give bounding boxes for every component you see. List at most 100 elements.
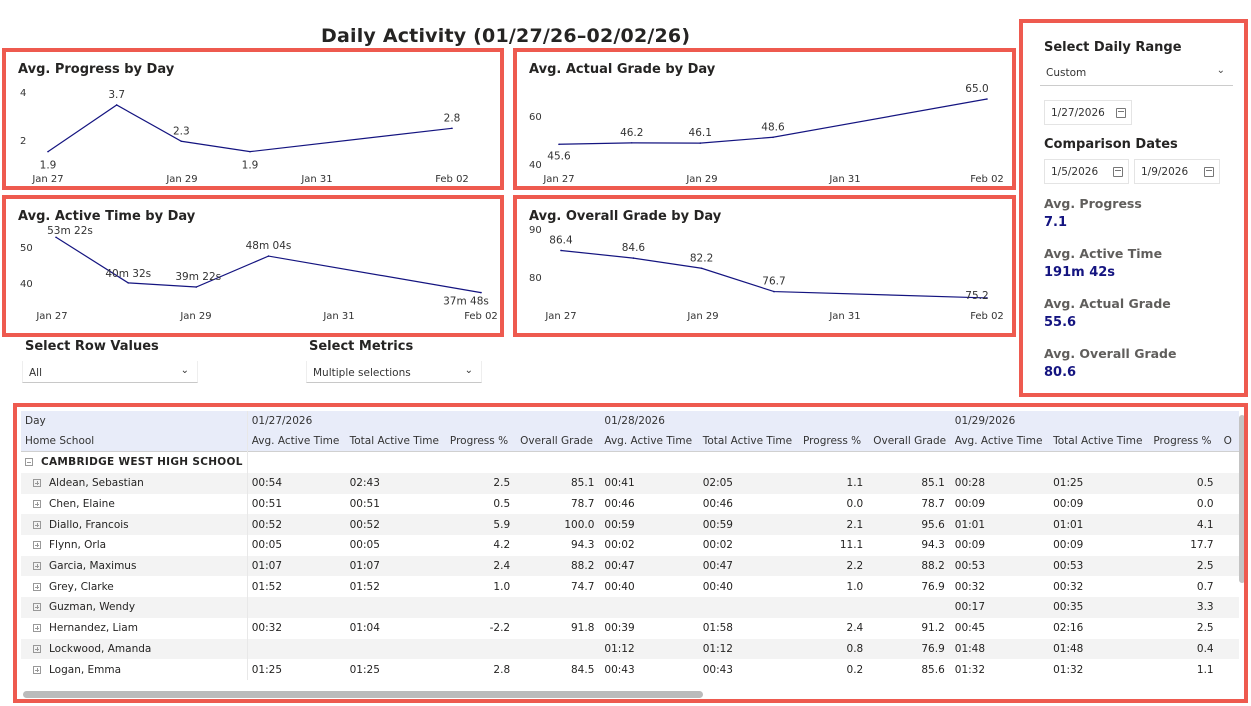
calendar-icon[interactable] <box>1204 167 1214 177</box>
start-date-input[interactable]: 1/27/2026 <box>1044 100 1132 125</box>
date-header: 01/27/2026 <box>246 411 601 431</box>
time-value-cell: 00:54 <box>246 473 346 494</box>
table-row[interactable]: Aldean, Sebastian 00:54 02:43 2.5 85.1 00:41 0… <box>21 473 1239 494</box>
time-value-cell: 00:53 <box>1053 560 1084 573</box>
time-value-cell: 00:46 <box>702 498 733 511</box>
matrix-viewport[interactable]: Day 01/27/2026 01/28/2026 01/29/2026 Hom… <box>21 411 1239 699</box>
vertical-scrollbar[interactable] <box>1239 415 1244 583</box>
expand-icon[interactable] <box>33 644 41 653</box>
data-label: 76.7 <box>762 276 785 288</box>
expand-icon[interactable] <box>33 541 41 550</box>
collapse-icon[interactable] <box>25 458 33 467</box>
metric-value-cell: 0.0 <box>1196 498 1214 511</box>
data-point[interactable] <box>55 236 57 239</box>
col-header[interactable]: Overall Grade <box>873 434 947 447</box>
data-point[interactable] <box>630 142 633 144</box>
time-value-cell: 01:25 <box>246 659 346 680</box>
col-header[interactable]: Avg. Active Time <box>604 434 693 447</box>
expand-icon[interactable] <box>33 479 41 488</box>
data-point[interactable] <box>480 291 482 294</box>
student-cell: Lockwood, Amanda <box>21 639 247 660</box>
chart-title: Avg. Actual Grade by Day <box>529 62 716 77</box>
table-row[interactable]: Lockwood, Amanda 01:12 01:12 0.8 76.9 01:48 01… <box>21 638 1239 660</box>
table-row[interactable]: Grey, Clarke 01:52 01:52 1.0 74.7 00:40 00:40 1… <box>21 576 1239 598</box>
data-label: 82.2 <box>690 252 713 264</box>
time-value-cell <box>246 597 346 618</box>
data-point[interactable] <box>772 136 774 139</box>
data-point[interactable] <box>127 282 130 284</box>
expand-icon[interactable] <box>33 665 41 674</box>
time-value-cell: 00:32 <box>246 617 346 639</box>
data-point[interactable] <box>267 255 270 257</box>
metric-value-cell: 91.2 <box>921 622 945 635</box>
table-row[interactable]: Guzman, Wendy 00:17 00:35 3.3 <box>21 597 1239 618</box>
table-row[interactable]: Chen, Elaine 00:51 00:51 0.5 78.7 00:46 00:46 0… <box>21 493 1239 515</box>
data-point[interactable] <box>195 286 198 288</box>
data-point[interactable] <box>115 104 118 106</box>
avg-overall-grade-chart[interactable]: Avg. Overall Grade by Day 86.4 84.6 82.2 76… <box>513 195 1016 337</box>
data-point[interactable] <box>180 140 183 143</box>
metric-value-cell: 0.7 <box>1196 580 1214 593</box>
activity-matrix[interactable]: Day 01/27/2026 01/28/2026 01/29/2026 Hom… <box>13 403 1248 703</box>
y-tick-label: 40 <box>529 160 542 171</box>
col-header[interactable]: Total Active Time <box>349 434 439 447</box>
metric-value-cell: 85.1 <box>921 477 945 490</box>
col-header[interactable]: Avg. Active Time <box>954 434 1043 447</box>
expand-icon[interactable] <box>33 520 41 529</box>
table-row[interactable]: Logan, Emma 01:25 01:25 2.8 84.5 00:43 00:43 0.… <box>21 659 1239 680</box>
avg-progress-chart[interactable]: Avg. Progress by Day 1.9 3.7 2.3 1.9 2.8 Jan … <box>2 48 504 190</box>
data-point[interactable] <box>700 267 703 270</box>
row-values-dropdown[interactable]: All ⌄ <box>22 361 198 383</box>
avg-actual-grade-chart[interactable]: Avg. Actual Grade by Day 45.6 46.2 46.1 48.… <box>513 48 1016 190</box>
data-point[interactable] <box>986 98 988 100</box>
calendar-icon[interactable] <box>1116 108 1126 118</box>
metric-value-cell: 74.7 <box>571 580 595 593</box>
metric-value-cell: 88.2 <box>921 560 945 573</box>
time-value-cell: 02:43 <box>349 477 380 490</box>
time-value-cell: 00:47 <box>702 560 733 573</box>
data-point[interactable] <box>986 297 988 299</box>
data-point[interactable] <box>47 150 49 153</box>
col-header[interactable]: Total Active Time <box>1053 434 1143 447</box>
metric-value-cell: 2.2 <box>846 560 864 573</box>
data-point[interactable] <box>249 150 251 153</box>
col-header[interactable]: Progress % <box>803 434 862 447</box>
y-tick-label: 50 <box>20 243 33 254</box>
data-point[interactable] <box>451 127 453 130</box>
time-value-cell: 00:09 <box>954 498 986 511</box>
data-point[interactable] <box>632 257 635 259</box>
metrics-dropdown[interactable]: Multiple selections ⌄ <box>306 361 482 383</box>
data-point[interactable] <box>560 249 562 252</box>
expand-icon[interactable] <box>33 500 41 509</box>
data-point[interactable] <box>773 290 775 293</box>
metric-value-cell <box>446 639 516 660</box>
expand-icon[interactable] <box>33 582 41 591</box>
col-header[interactable]: Total Active Time <box>702 434 793 447</box>
data-point[interactable] <box>558 143 560 146</box>
table-row[interactable]: Hernandez, Liam 00:32 01:04 -2.2 91.8 00:39 01… <box>21 617 1239 639</box>
col-header[interactable]: Avg. Active Time <box>246 431 346 451</box>
data-label: 48m 04s <box>246 240 292 252</box>
x-tick-label: Feb 02 <box>464 311 498 322</box>
student-cell: Guzman, Wendy <box>21 597 247 618</box>
avg-active-time-chart[interactable]: Avg. Active Time by Day 53m 22s 40m 32s 39… <box>2 195 504 337</box>
comparison-start-input[interactable]: 1/5/2026 <box>1044 159 1129 184</box>
col-header[interactable]: Progress % <box>1153 434 1212 447</box>
table-row[interactable]: Diallo, Francois 00:52 00:52 5.9 100.0 00:59 0… <box>21 514 1239 536</box>
calendar-icon[interactable] <box>1113 167 1123 177</box>
data-point[interactable] <box>699 142 702 144</box>
data-label: 75.2 <box>965 290 988 302</box>
comparison-end-input[interactable]: 1/9/2026 <box>1134 159 1220 184</box>
metric-value-cell: 0.0 <box>846 498 864 511</box>
expand-icon[interactable] <box>33 562 41 571</box>
col-header[interactable]: Progress % <box>449 434 509 447</box>
expand-icon[interactable] <box>33 624 41 633</box>
horizontal-scrollbar[interactable] <box>23 691 703 698</box>
daily-range-dropdown[interactable]: Custom ⌄ <box>1040 62 1233 86</box>
table-row[interactable]: Garcia, Maximus 01:07 01:07 2.4 88.2 00:47 00:… <box>21 555 1239 577</box>
col-header[interactable]: O <box>1223 434 1232 447</box>
expand-icon[interactable] <box>33 603 41 612</box>
col-header[interactable]: Overall Grade <box>520 434 593 447</box>
table-row[interactable]: Flynn, Orla 00:05 00:05 4.2 94.3 00:02 00:02 11… <box>21 535 1239 556</box>
matrix-table: Day 01/27/2026 01/28/2026 01/29/2026 Hom… <box>21 411 1239 680</box>
